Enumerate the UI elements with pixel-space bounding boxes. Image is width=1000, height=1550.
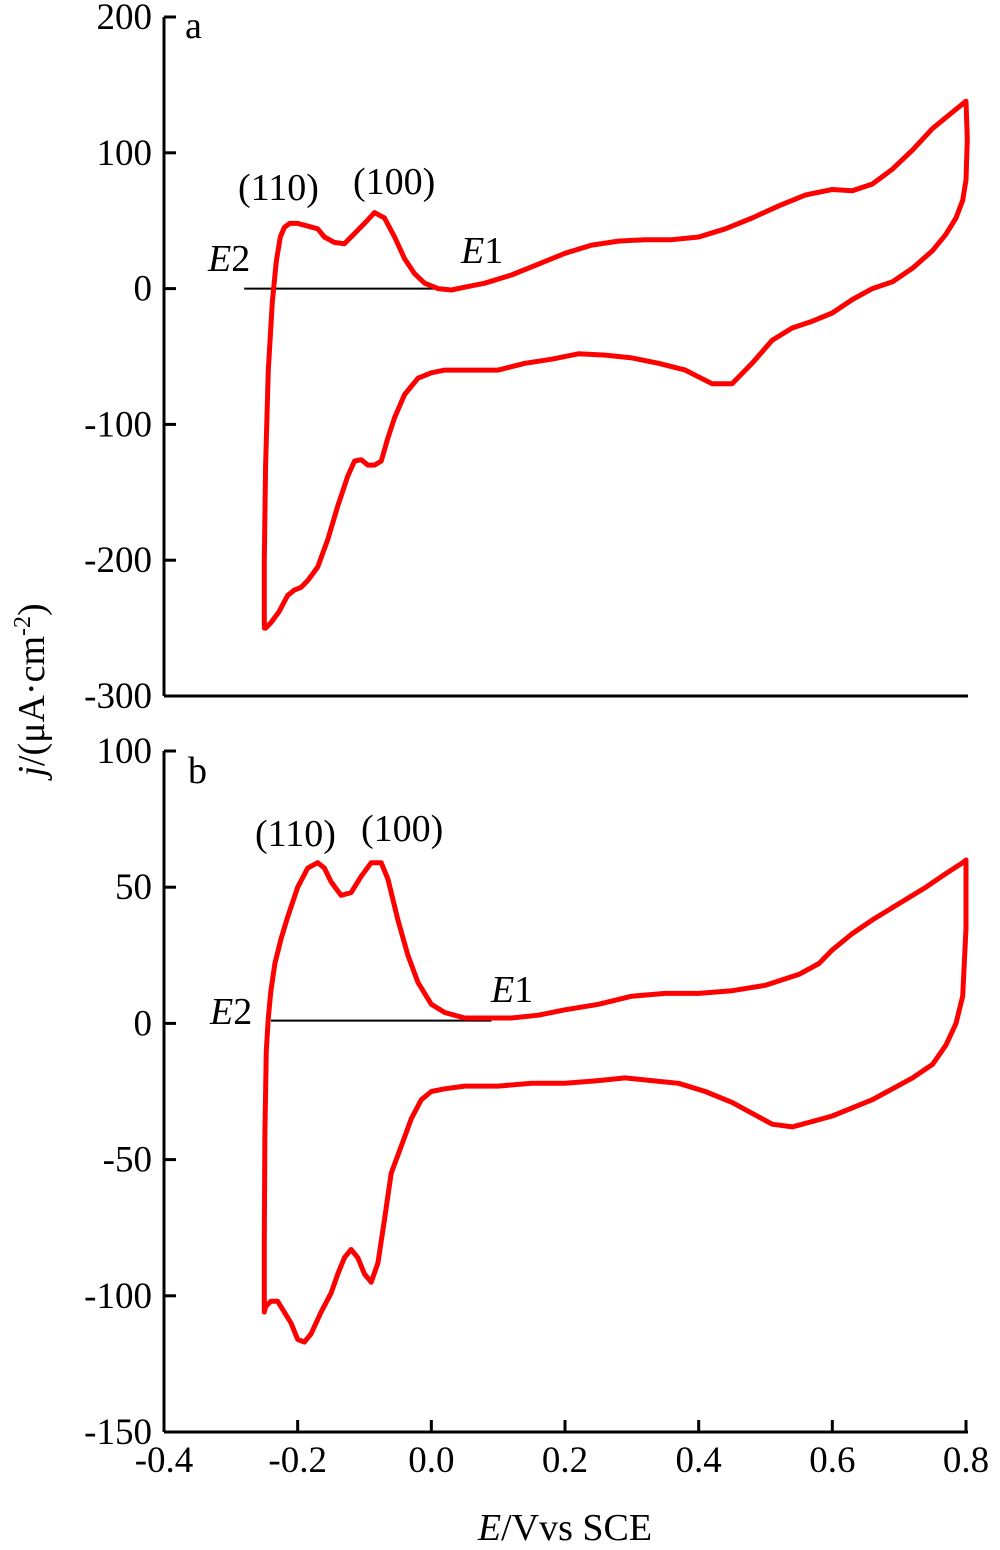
x-tick-label: -0.2 — [268, 1440, 327, 1481]
x-tick-label: -0.4 — [135, 1440, 194, 1481]
y-tick-label-b: -150 — [84, 1412, 152, 1453]
y-axis-title: j/(μA·cm-2) — [10, 603, 53, 781]
y-tick-label-b: 0 — [134, 1003, 153, 1044]
x-axis-title: E/Vvs SCE — [477, 1507, 652, 1549]
x-tick-label: 0.2 — [542, 1440, 588, 1481]
cv-curve-b — [261, 857, 969, 1345]
potential-label-e2-a: E2 — [207, 238, 250, 280]
potential-label-e1-b: E1 — [490, 969, 533, 1011]
panel-label-a: a — [185, 5, 202, 47]
cv-curve-a — [261, 98, 970, 631]
y-tick-label-b: 50 — [115, 867, 152, 908]
potential-label-e2-b: E2 — [209, 991, 252, 1033]
y-tick-label-a: 200 — [97, 0, 153, 38]
y-tick-label-b: 100 — [97, 731, 153, 772]
y-tick-label-a: -100 — [84, 404, 152, 445]
plot-area: 200 100 0 -100 -200 -300 100 50 0 -50 -100 -150-0.4… — [84, 0, 989, 1481]
peak-label-100-b: (100) — [361, 808, 443, 850]
peak-label-110-a: (110) — [238, 167, 319, 209]
peak-label-110-b: (110) — [255, 813, 336, 855]
y-tick-label-b: -50 — [103, 1140, 152, 1181]
panel-label-b: b — [188, 750, 207, 792]
x-tick-label: 0.0 — [408, 1440, 454, 1481]
potential-label-e1-a: E1 — [460, 230, 503, 272]
y-tick-label-a: 0 — [134, 269, 153, 310]
peak-label-100-a: (100) — [353, 161, 435, 203]
y-tick-label-a: 100 — [97, 133, 153, 174]
y-tick-label-b: -100 — [84, 1276, 152, 1317]
x-tick-label: 0.6 — [809, 1440, 855, 1481]
x-tick-label: 0.4 — [676, 1440, 722, 1481]
x-tick-label: 0.8 — [943, 1440, 989, 1481]
y-tick-label-a: -300 — [84, 676, 152, 717]
y-tick-label-a: -200 — [84, 540, 152, 581]
